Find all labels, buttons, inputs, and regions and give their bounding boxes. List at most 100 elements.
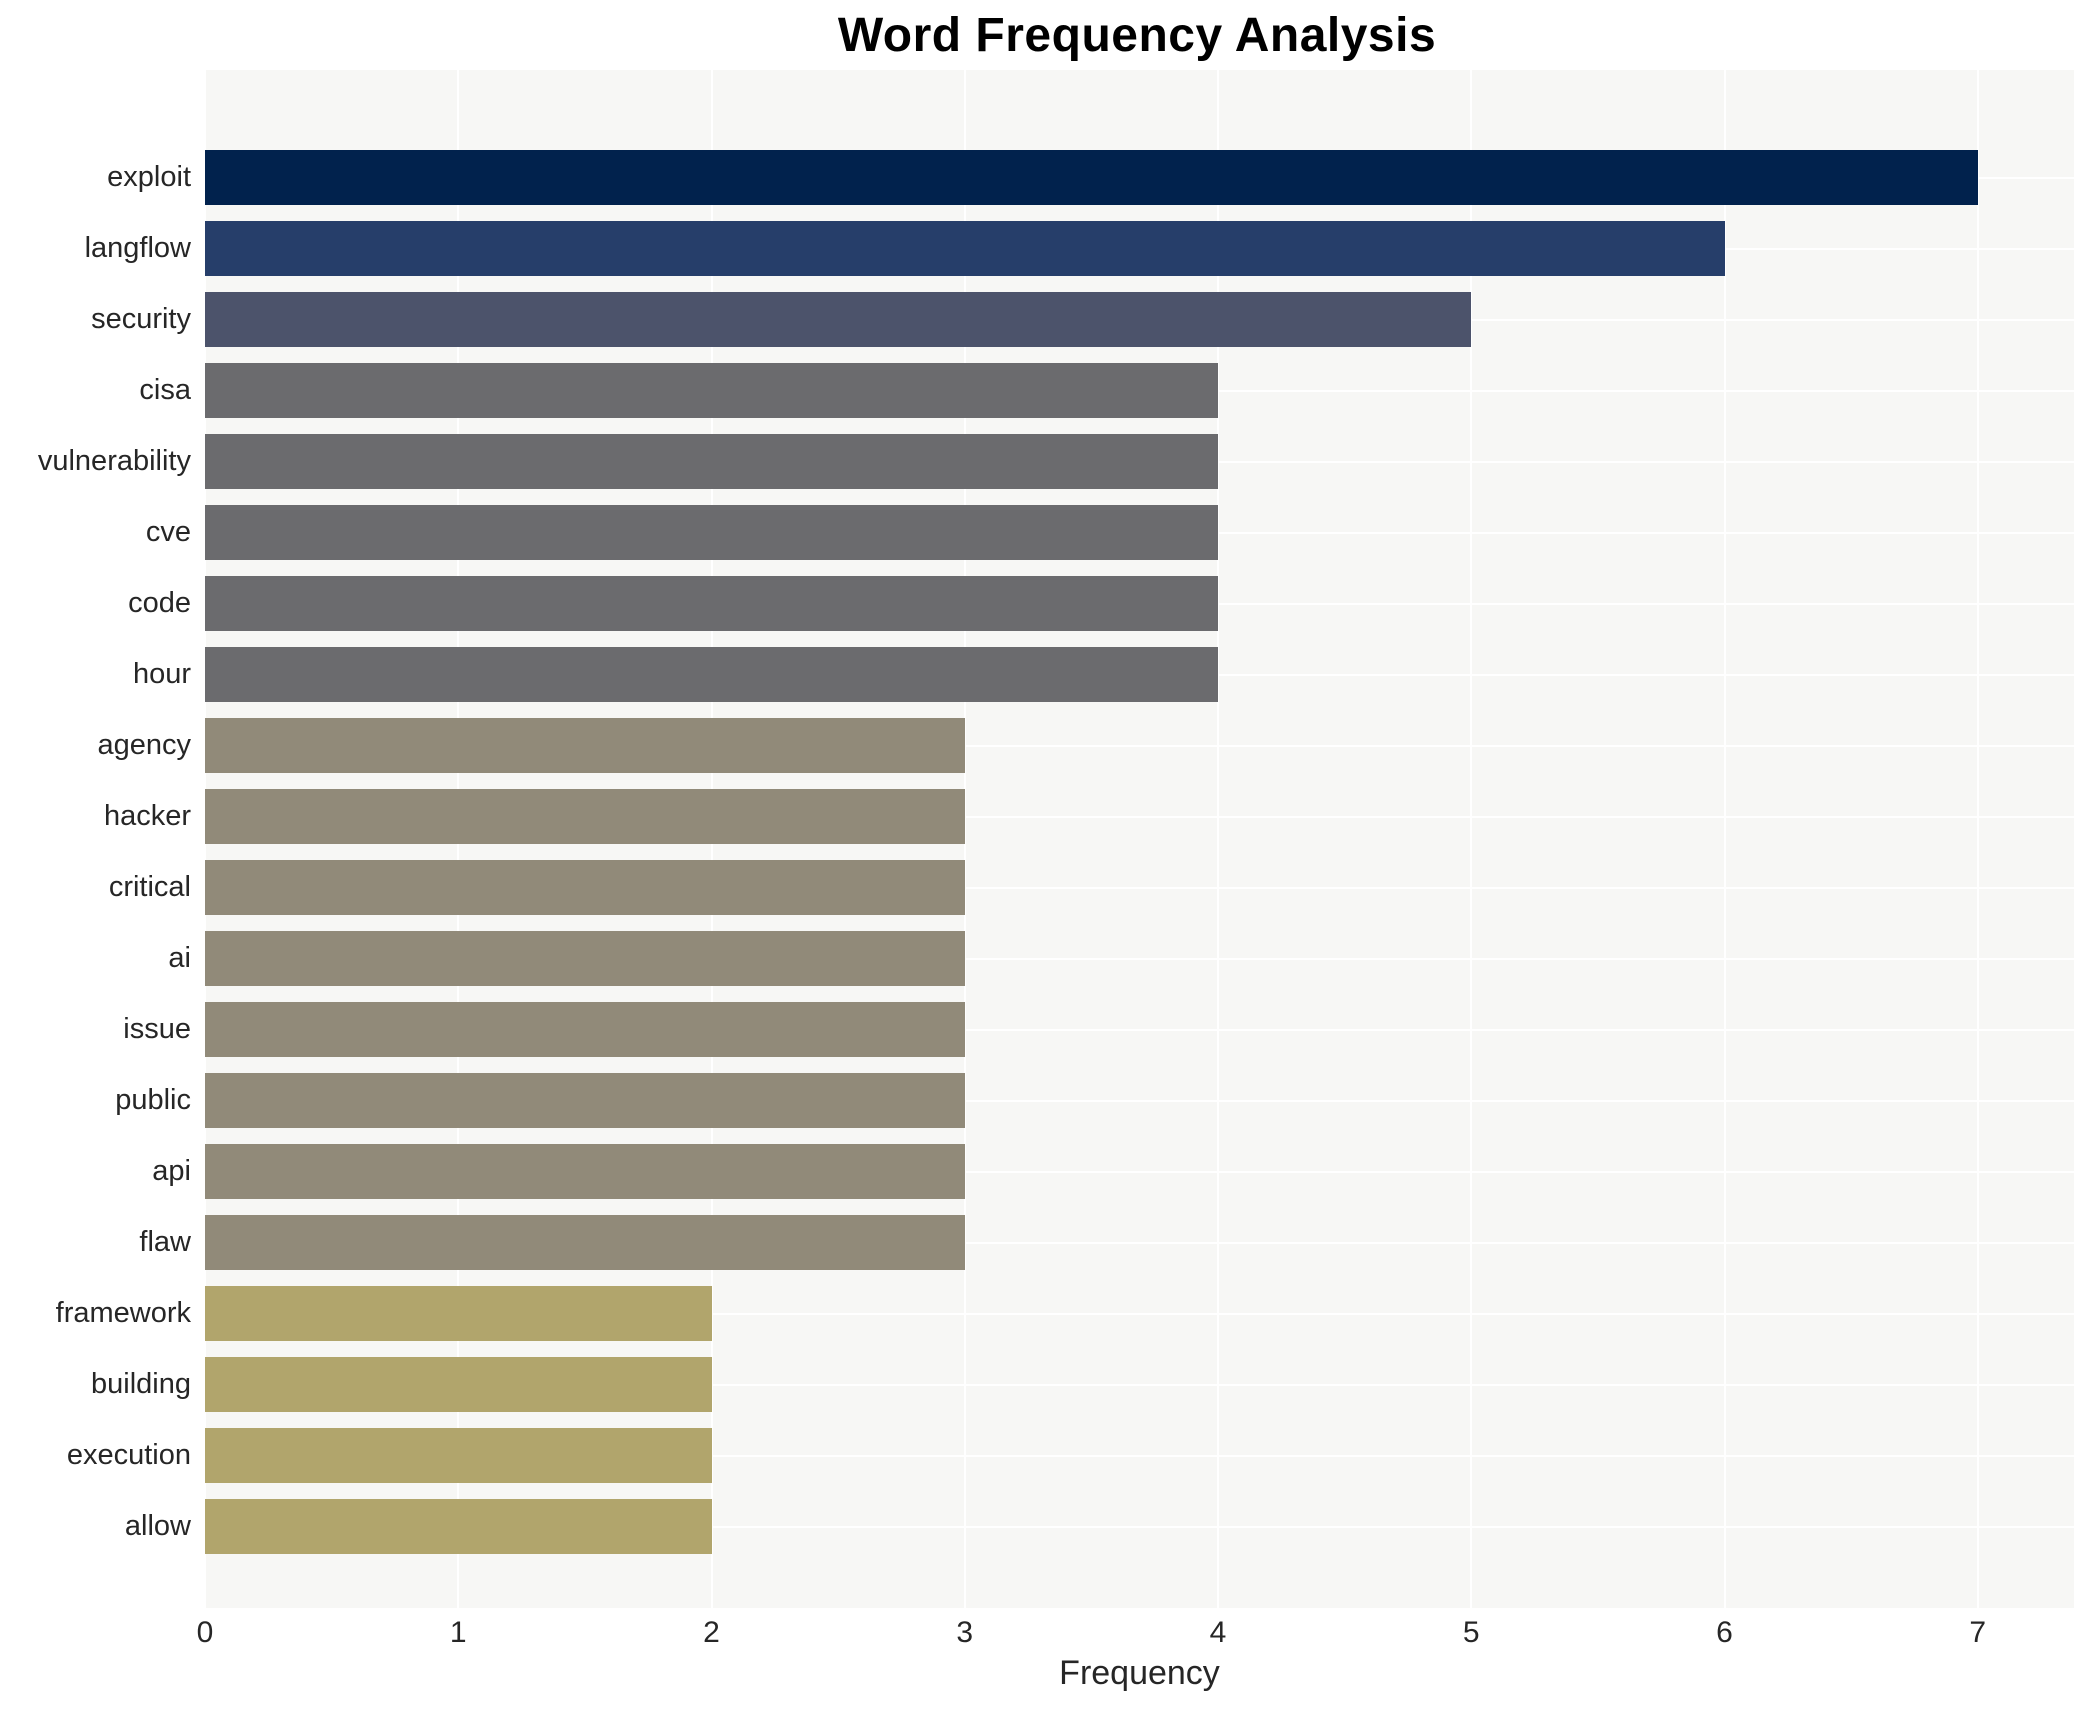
y-gridline — [205, 886, 2074, 889]
bar-track — [205, 1136, 2074, 1207]
x-axis: 0 1 2 3 4 5 6 7 — [197, 1616, 2074, 1656]
bar-row: execution — [0, 1420, 2074, 1491]
bar-row: framework — [0, 1278, 2074, 1349]
bar — [205, 1073, 965, 1128]
bar — [205, 576, 1218, 631]
bar — [205, 1286, 712, 1341]
bar — [205, 931, 965, 986]
y-gridline — [205, 1525, 2074, 1528]
x-tick-label: 0 — [196, 1616, 214, 1649]
bar-track — [205, 1065, 2074, 1136]
y-gridline — [205, 1312, 2074, 1315]
bar-row: public — [0, 1065, 2074, 1136]
bar-track — [205, 852, 2074, 923]
bar — [205, 789, 965, 844]
bar-row: building — [0, 1349, 2074, 1420]
category-label: flaw — [139, 1226, 191, 1258]
y-gridline — [205, 1170, 2074, 1173]
bar-row: langflow — [0, 213, 2074, 284]
bar-row: security — [0, 284, 2074, 355]
bar — [205, 292, 1472, 347]
x-tick-label: 1 — [449, 1616, 467, 1649]
x-gridline — [963, 70, 966, 1608]
bar-row: critical — [0, 852, 2074, 923]
bar — [205, 1357, 712, 1412]
category-label: agency — [97, 729, 191, 761]
bar-track — [205, 639, 2074, 710]
category-label: ai — [168, 942, 191, 974]
category-label: allow — [124, 1510, 191, 1542]
category-label: execution — [66, 1439, 191, 1471]
bar — [205, 221, 1725, 276]
x-tick-label: 4 — [1209, 1616, 1227, 1649]
bar-track — [205, 1491, 2074, 1562]
bar-row: cve — [0, 497, 2074, 568]
bar — [205, 718, 965, 773]
y-gridline — [205, 815, 2074, 818]
y-gridline — [205, 1241, 2074, 1244]
bar-track — [205, 142, 2074, 213]
category-label: critical — [108, 871, 191, 903]
category-label: public — [115, 1084, 191, 1116]
bar — [205, 1428, 712, 1483]
x-axis-title: Frequency — [1059, 1654, 1220, 1692]
bar-row: flaw — [0, 1207, 2074, 1278]
category-label: cisa — [139, 374, 191, 406]
bar-track — [205, 1420, 2074, 1491]
bar-row: code — [0, 568, 2074, 639]
category-label: building — [91, 1368, 191, 1400]
bar-row: agency — [0, 710, 2074, 781]
bar-track — [205, 1207, 2074, 1278]
bar-track — [205, 1349, 2074, 1420]
y-gridline — [205, 1028, 2074, 1031]
x-tick-label: 2 — [703, 1616, 720, 1649]
category-label: hacker — [103, 800, 191, 832]
bar-track — [205, 923, 2074, 994]
bar-track — [205, 781, 2074, 852]
x-tick-label: 7 — [1969, 1616, 1987, 1649]
bar-track — [205, 568, 2074, 639]
category-label: api — [152, 1155, 191, 1187]
y-gridline — [205, 957, 2074, 960]
category-label: vulnerability — [37, 445, 191, 477]
bar-row: allow — [0, 1491, 2074, 1562]
bar — [205, 1002, 965, 1057]
y-gridline — [205, 744, 2074, 747]
bar-track — [205, 426, 2074, 497]
bar — [205, 647, 1218, 702]
bar-track — [205, 213, 2074, 284]
x-gridline — [1976, 70, 1979, 1608]
bar-track — [205, 355, 2074, 426]
bar — [205, 1499, 712, 1554]
category-label: exploit — [107, 161, 191, 193]
x-tick-label: 6 — [1716, 1616, 1733, 1649]
x-gridline — [1470, 70, 1473, 1608]
category-label: security — [91, 303, 191, 335]
bar — [205, 1144, 965, 1199]
category-label: code — [128, 587, 191, 619]
bar-track — [205, 994, 2074, 1065]
category-label: hour — [132, 658, 191, 690]
bar-track — [205, 284, 2074, 355]
x-gridline — [1723, 70, 1726, 1608]
x-gridline — [1217, 70, 1219, 1608]
category-label: framework — [55, 1297, 191, 1329]
bar-row: issue — [0, 994, 2074, 1065]
bar — [205, 860, 965, 915]
bar — [205, 505, 1218, 560]
y-gridline — [205, 1383, 2074, 1386]
x-tick-label: 3 — [956, 1616, 974, 1649]
bar — [205, 363, 1218, 418]
bar-track — [205, 1278, 2074, 1349]
bar-row: hour — [0, 639, 2074, 710]
y-gridline — [205, 1454, 2074, 1457]
bar — [205, 150, 1978, 205]
category-label: langflow — [84, 232, 191, 264]
bar-row: cisa — [0, 355, 2074, 426]
bar-row: hacker — [0, 781, 2074, 852]
chart-title: Word Frequency Analysis — [837, 9, 1437, 62]
bar-row: ai — [0, 923, 2074, 994]
bar-track — [205, 710, 2074, 781]
x-tick-label: 5 — [1462, 1616, 1480, 1649]
